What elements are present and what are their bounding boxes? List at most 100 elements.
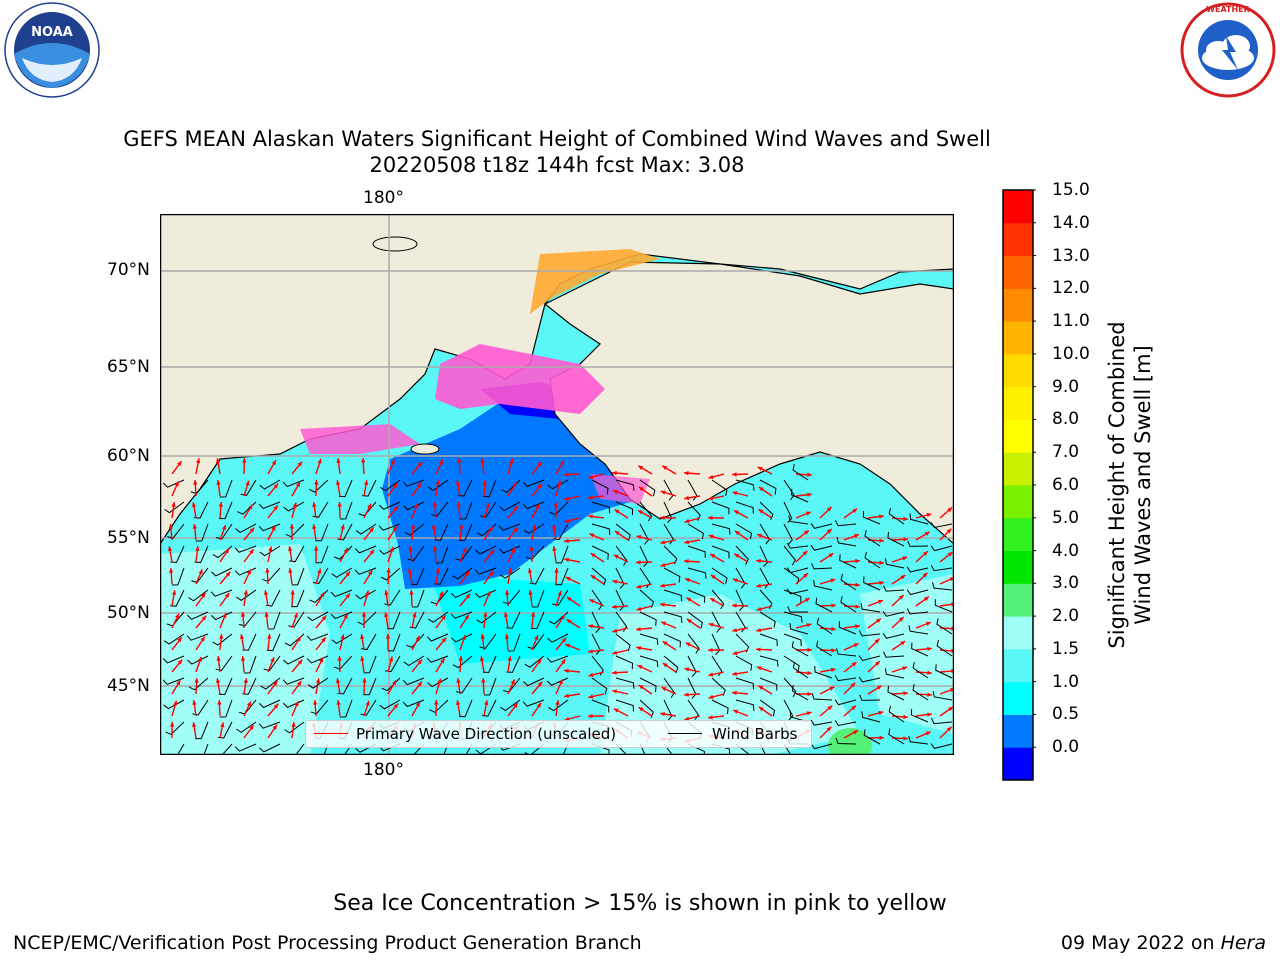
footer-host: Hera: [1220, 932, 1266, 954]
wave-arrow-head: [224, 548, 229, 554]
wave-arrow-head: [588, 624, 593, 629]
colorbar-tick-label: 1.0: [1052, 671, 1080, 692]
wind-barb: [789, 623, 809, 635]
wave-arrow-head: [464, 570, 470, 576]
wind-barb: [284, 721, 305, 734]
wave-arrow-head: [903, 691, 908, 696]
wind-barb: [483, 677, 497, 696]
max-wave-area: [828, 728, 872, 755]
wave-arrow-head: [900, 575, 906, 580]
wave-arrow-head: [879, 560, 884, 565]
wind-barb: [591, 479, 609, 495]
wave-arrow-head: [831, 648, 836, 653]
wind-barb: [235, 721, 257, 733]
wave-arrow-head: [293, 612, 298, 618]
wave-arrow-head: [243, 678, 248, 683]
st-lawrence-island: [410, 443, 440, 455]
wave-arrow-head: [225, 571, 231, 577]
map-panel: [160, 214, 954, 755]
wave-arrow-head: [437, 678, 442, 684]
wave-arrow-head: [614, 530, 620, 536]
wave-arrow-head: [686, 597, 692, 602]
wave-arrow-head: [177, 659, 183, 665]
wind-barb: [639, 589, 655, 608]
wind-barb: [452, 655, 473, 669]
wave-arrow-head: [438, 591, 443, 597]
wave-arrow-head: [365, 700, 370, 706]
wave-arrow-head: [457, 458, 462, 463]
noaa-wordmark: NOAA: [31, 25, 73, 40]
lat-label-45: 45°N: [107, 676, 150, 696]
wind-barb: [203, 743, 209, 755]
wind-barb: [215, 655, 233, 672]
wind-barb: [242, 633, 257, 651]
wave-arrow-head: [636, 584, 642, 589]
wave-arrow-head: [684, 559, 689, 564]
wave-arrow-head: [529, 546, 534, 551]
sea-ice-chukchi-orange: [530, 249, 660, 314]
wave-arrow-head: [218, 502, 224, 507]
wave-arrow-head: [923, 596, 929, 601]
wave-arrow-head: [343, 613, 348, 619]
wave-arrow-head: [361, 458, 366, 463]
wave-arrow-head: [805, 511, 811, 516]
wind-barb: [883, 585, 905, 592]
footer-date: 09 May 2022 on: [1060, 932, 1221, 954]
wind-barb: [858, 630, 881, 637]
wind-barb: [387, 633, 401, 652]
wave-arrow-head: [612, 650, 618, 655]
colorbar-segment: [1003, 452, 1033, 486]
wind-barb: [212, 633, 233, 646]
wind-barb: [498, 523, 521, 531]
wave-arrow-head: [312, 524, 317, 529]
wind-barb: [163, 633, 185, 645]
wave-arrow-head: [392, 526, 397, 532]
wrangel-island: [372, 236, 418, 252]
wind-barb: [735, 677, 755, 690]
wave-arrow-head: [486, 591, 491, 597]
wave-arrow-head: [708, 715, 713, 720]
wind-barb: [735, 545, 749, 565]
wave-arrow-head: [509, 458, 514, 464]
wave-arrow-head: [489, 549, 495, 555]
colorbar-tick-label: 6.0: [1052, 475, 1080, 495]
colorbar-tick-label: 5.0: [1052, 507, 1080, 528]
colorbar-tick-label: 0.0: [1052, 737, 1080, 758]
wind-barb: [687, 655, 697, 677]
wave-arrow-head: [684, 518, 690, 524]
wave-arrow-head: [504, 590, 510, 595]
wave-arrow-head: [393, 703, 399, 709]
wave-arrow-head: [661, 621, 667, 626]
wind-barb: [783, 501, 793, 523]
wind-barb: [339, 699, 353, 718]
sea-ice-anadyr: [300, 424, 420, 454]
wave-arrow-head: [271, 460, 276, 466]
wind-barb: [813, 579, 833, 591]
wind-barb: [615, 545, 628, 566]
wind-barb: [810, 743, 833, 750]
wave-arrow-head: [925, 621, 931, 626]
wind-barb: [378, 523, 401, 531]
wind-barb: [405, 743, 425, 755]
wind-barb: [479, 633, 497, 650]
wave-arrow-head: [852, 508, 858, 514]
wind-barb: [354, 567, 377, 575]
wind-barb: [429, 699, 449, 713]
wave-arrow-head: [441, 637, 447, 643]
wind-barb: [406, 633, 425, 648]
wave-arrow-head: [588, 495, 593, 500]
wave-arrow-head: [393, 505, 399, 511]
wave-arrow-head: [660, 490, 666, 495]
wind-barb: [591, 501, 611, 514]
wave-arrow-head: [417, 681, 423, 687]
wave-arrow-head: [273, 505, 278, 511]
wave-arrow-head: [874, 638, 880, 644]
wave-arrow-head: [537, 681, 543, 687]
wave-arrow-head: [321, 637, 326, 643]
wave-arrow-head: [636, 560, 641, 565]
wind-barb: [553, 523, 569, 541]
wind-barb: [810, 523, 833, 529]
wind-barb: [459, 501, 473, 520]
wave-arrow-head: [662, 465, 668, 471]
legend-wave-label: Primary Wave Direction (unscaled): [356, 725, 617, 743]
